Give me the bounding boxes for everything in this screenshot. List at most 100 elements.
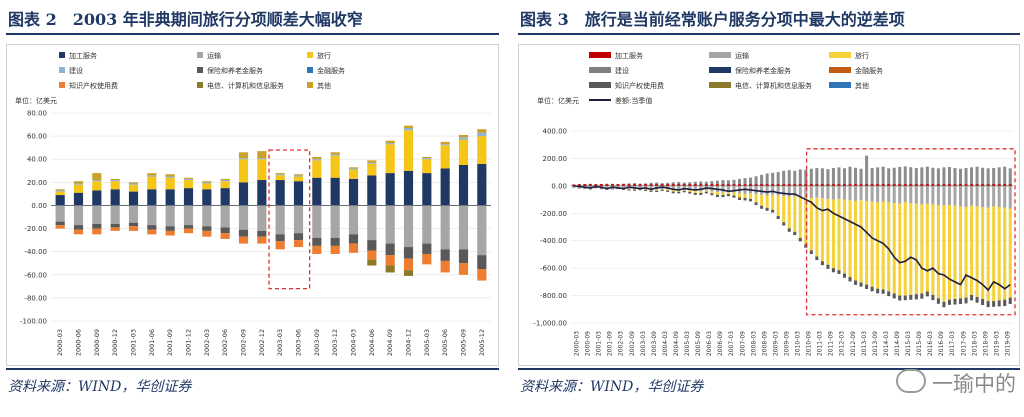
bar-segment [671, 191, 675, 194]
bar-segment [275, 174, 285, 176]
bar-segment [881, 184, 885, 186]
bar-segment [73, 181, 84, 184]
legend-swatch [59, 52, 65, 58]
x-tick-label: 2008-09 [761, 331, 768, 356]
bar-segment [953, 205, 957, 299]
bar-segment [903, 295, 907, 301]
bar-segment [312, 159, 322, 161]
bar-segment [848, 200, 852, 278]
bar-segment [958, 185, 963, 207]
bar-segment [682, 189, 686, 191]
x-tick-label: 2006-03 [706, 331, 713, 356]
y-tick-label: -100.00 [20, 318, 47, 326]
bar-segment [660, 189, 664, 191]
bar-segment [721, 180, 725, 186]
bar-segment [826, 169, 830, 186]
bar-segment [165, 177, 175, 190]
bar-segment [898, 184, 902, 186]
bar-segment [870, 168, 874, 186]
bar-segment [842, 184, 847, 186]
bar-segment [749, 184, 753, 186]
bar-segment [754, 176, 758, 186]
bar-segment [577, 184, 581, 186]
x-tick-label: 2001-09 [607, 331, 614, 356]
legend-swatch [197, 52, 203, 58]
x-tick-label: 2003-03 [276, 329, 284, 356]
bar-segment [403, 130, 414, 171]
bar-segment [1008, 184, 1012, 186]
bar-segment [682, 190, 686, 193]
bar-segment [440, 249, 450, 261]
legend-label: 其他 [855, 81, 869, 90]
bar-segment [848, 277, 852, 282]
bar-segment [275, 175, 285, 181]
bar-segment [776, 172, 780, 186]
bar-segment [458, 263, 469, 275]
y-tick-label: 0.00 [31, 202, 47, 210]
bar-segment [92, 180, 102, 182]
bar-segment [1003, 207, 1007, 300]
right-bottom-rule [518, 368, 1020, 370]
legend-swatch [307, 82, 313, 88]
bar-segment [312, 177, 322, 206]
x-tick-label: 2001-06 [148, 329, 156, 356]
y-tick-label: -200.00 [540, 210, 567, 218]
bar-segment [293, 233, 304, 241]
bar-segment [870, 201, 874, 287]
x-tick-label: 2012-03 [839, 331, 846, 356]
bar-segment [257, 158, 267, 160]
bar-segment [743, 194, 747, 198]
x-tick-label: 2011-03 [817, 331, 824, 356]
bar-segment [787, 170, 791, 186]
bar-segment [876, 202, 880, 289]
bar-segment [688, 191, 692, 194]
bar-segment [876, 288, 880, 294]
bar-segment [440, 145, 450, 169]
bar-segment [942, 184, 946, 186]
x-tick-label: 2003-09 [651, 331, 658, 356]
legend-swatch [589, 82, 611, 88]
x-tick-label: 2003-12 [331, 329, 339, 356]
bar-segment [947, 184, 951, 186]
bar-segment [330, 205, 340, 238]
bar-segment [638, 189, 642, 191]
x-tick-label: 2001-09 [166, 329, 174, 356]
y-tick-label: -80.00 [24, 294, 47, 302]
bar-segment [147, 189, 157, 206]
bar-segment [837, 198, 841, 271]
x-tick-label: 2010-09 [806, 331, 813, 356]
bar-segment [931, 294, 935, 301]
bar-segment [633, 188, 637, 190]
bar-segment [754, 184, 758, 186]
bar-segment [953, 299, 957, 305]
bar-segment [859, 200, 863, 283]
bar-segment [704, 190, 708, 192]
bar-segment [854, 280, 858, 285]
bar-segment [440, 141, 450, 145]
x-tick-label: 2014-09 [894, 331, 901, 356]
bar-segment [458, 139, 469, 165]
legend-label: 保险和养老金服务 [735, 66, 791, 75]
bar-segment [293, 176, 304, 182]
bar-segment [992, 168, 996, 186]
bar-segment [440, 168, 450, 206]
x-tick-label: 2002-03 [203, 329, 211, 356]
x-tick-label: 2018-09 [982, 331, 989, 356]
bar-segment [925, 203, 929, 292]
bar-segment [403, 170, 414, 206]
unit-label: 单位：亿美元 [15, 96, 57, 105]
x-tick-label: 2005-09 [460, 329, 468, 356]
bar-segment [422, 159, 432, 174]
bar-segment [275, 241, 285, 250]
legend-label: 加工服务 [69, 51, 97, 60]
bar-segment [220, 227, 230, 234]
bar-segment [699, 192, 703, 195]
bar-segment [599, 184, 603, 186]
bar-segment [202, 181, 212, 183]
x-tick-label: 2002-09 [629, 331, 636, 356]
left-chart-frame: 加工服务 运输 旅行 建设 保险和养老金服务 金融服务 知识产权使用费 电信、计算机和信息服务… [6, 44, 499, 366]
bar-segment [909, 185, 913, 203]
bar-segment [367, 160, 377, 163]
bar-segment [737, 184, 742, 186]
bar-segment [367, 250, 377, 260]
